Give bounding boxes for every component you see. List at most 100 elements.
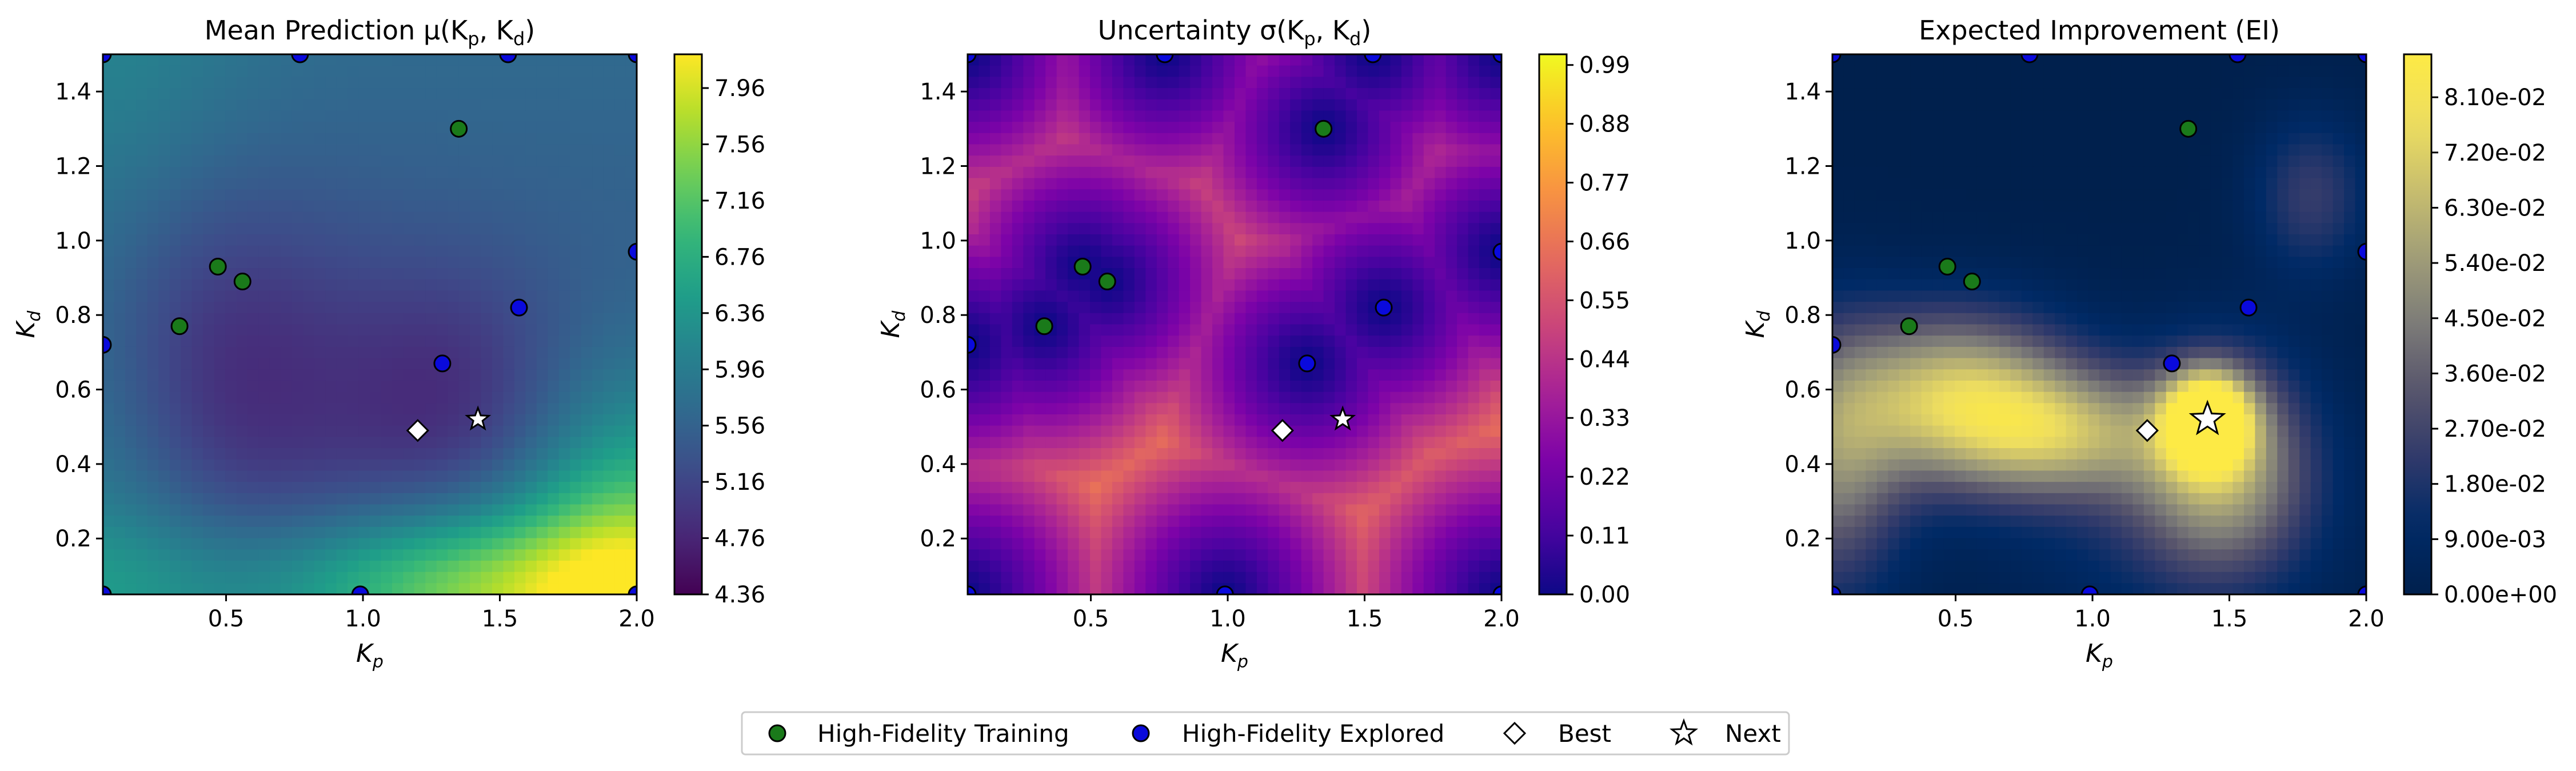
heatmap-cell bbox=[1445, 223, 1457, 235]
heatmap-cell bbox=[1179, 155, 1191, 167]
heatmap-cell bbox=[1179, 403, 1191, 415]
heatmap-cell bbox=[1056, 155, 1068, 167]
heatmap-cell bbox=[136, 583, 148, 595]
heatmap-cell bbox=[979, 88, 991, 100]
heatmap-cell bbox=[114, 189, 126, 201]
heatmap-cell bbox=[1045, 482, 1057, 494]
heatmap-cell bbox=[1457, 335, 1469, 347]
heatmap-cell bbox=[392, 470, 404, 482]
heatmap-cell bbox=[570, 88, 582, 100]
heatmap-cell bbox=[1390, 122, 1402, 134]
heatmap-cell bbox=[336, 572, 348, 584]
heatmap-cell bbox=[336, 155, 348, 167]
heatmap-cell bbox=[236, 189, 248, 201]
heatmap-cell bbox=[1335, 211, 1347, 224]
heatmap-cell bbox=[1101, 211, 1113, 224]
heatmap-cell bbox=[1345, 110, 1357, 122]
heatmap-cell bbox=[236, 77, 248, 89]
heatmap-cell bbox=[281, 110, 293, 122]
heatmap-cell bbox=[181, 88, 193, 100]
heatmap-cell bbox=[1457, 88, 1469, 100]
heatmap-cell bbox=[503, 189, 515, 201]
heatmap-cell bbox=[147, 448, 159, 460]
heatmap-cell bbox=[525, 302, 537, 314]
colorbar-gradient bbox=[1538, 53, 1568, 596]
heatmap-cell bbox=[236, 324, 248, 336]
heatmap-cell bbox=[1068, 54, 1080, 66]
heatmap-cell bbox=[1156, 560, 1169, 573]
heatmap-cell bbox=[370, 538, 382, 550]
heatmap-cell bbox=[1068, 526, 1080, 539]
heatmap-cell bbox=[181, 392, 193, 404]
heatmap-cell bbox=[1168, 99, 1180, 111]
heatmap-cell bbox=[1256, 572, 1269, 584]
heatmap-cell bbox=[1301, 155, 1313, 167]
heatmap-cell bbox=[1368, 99, 1380, 111]
heatmap-cell bbox=[169, 358, 182, 370]
heatmap-cell bbox=[1012, 380, 1024, 393]
heatmap-cell bbox=[1223, 223, 1235, 235]
heatmap-cell bbox=[1445, 313, 1457, 325]
heatmap-cell bbox=[1179, 279, 1191, 291]
heatmap-cell bbox=[1190, 88, 1202, 100]
heatmap-cell bbox=[103, 77, 115, 89]
heatmap-cell bbox=[989, 482, 1002, 494]
heatmap-cell bbox=[1012, 526, 1024, 539]
heatmap-cell bbox=[348, 504, 360, 516]
heatmap-cell bbox=[203, 200, 215, 213]
heatmap-cell bbox=[1345, 99, 1357, 111]
heatmap-cell bbox=[403, 257, 415, 269]
heatmap-cell bbox=[1290, 178, 1302, 190]
heatmap-cell bbox=[1156, 335, 1169, 347]
heatmap-cell bbox=[581, 122, 593, 134]
heatmap-cell bbox=[481, 470, 493, 482]
heatmap-cell bbox=[348, 369, 360, 381]
heatmap-cell bbox=[1490, 133, 1502, 145]
heatmap-cell bbox=[536, 189, 549, 201]
heatmap-cell bbox=[592, 110, 604, 122]
heatmap-cell bbox=[125, 54, 137, 66]
heatmap-cell bbox=[425, 54, 437, 66]
heatmap-cell bbox=[325, 549, 337, 561]
heatmap-cell bbox=[492, 144, 504, 156]
heatmap-cell bbox=[1079, 155, 1091, 167]
heatmap-cell bbox=[1457, 110, 1469, 122]
heatmap-cell bbox=[358, 572, 370, 584]
heatmap-cell bbox=[158, 482, 170, 494]
heatmap-cell bbox=[1335, 99, 1347, 111]
heatmap-cell bbox=[336, 88, 348, 100]
heatmap-cell bbox=[191, 448, 203, 460]
heatmap-cell bbox=[625, 133, 637, 145]
heatmap-cell bbox=[592, 166, 604, 179]
heatmap-cell bbox=[1490, 99, 1502, 111]
heatmap-cell bbox=[1401, 448, 1413, 460]
heatmap-cell bbox=[1056, 133, 1068, 145]
heatmap-cell bbox=[2010, 77, 2022, 89]
heatmap-cell bbox=[1090, 358, 1102, 370]
heatmap-cell bbox=[181, 516, 193, 528]
heatmap-cell bbox=[2032, 77, 2044, 89]
heatmap-cell bbox=[1090, 392, 1102, 404]
heatmap-cell bbox=[247, 358, 259, 370]
heatmap-cell bbox=[458, 189, 470, 201]
heatmap-cell bbox=[169, 493, 182, 505]
heatmap-cell bbox=[525, 380, 537, 393]
heatmap-cell bbox=[1168, 493, 1180, 505]
heatmap-cell bbox=[203, 335, 215, 347]
heatmap-cell bbox=[1168, 110, 1180, 122]
heatmap-cell bbox=[258, 302, 270, 314]
heatmap-cell bbox=[1112, 54, 1124, 66]
heatmap-cell bbox=[381, 234, 393, 246]
heatmap-cell bbox=[181, 122, 193, 134]
heatmap-cell bbox=[1401, 65, 1413, 78]
heatmap-cell bbox=[1090, 178, 1102, 190]
heatmap-cell bbox=[425, 493, 437, 505]
heatmap-cell bbox=[470, 110, 482, 122]
heatmap-cell bbox=[158, 110, 170, 122]
heatmap-cell bbox=[103, 560, 115, 573]
heatmap-cell bbox=[481, 77, 493, 89]
heatmap-cell bbox=[1279, 77, 1291, 89]
heatmap-cell bbox=[1190, 403, 1202, 415]
heatmap-cell bbox=[1235, 403, 1247, 415]
heatmap-cell bbox=[558, 346, 571, 359]
